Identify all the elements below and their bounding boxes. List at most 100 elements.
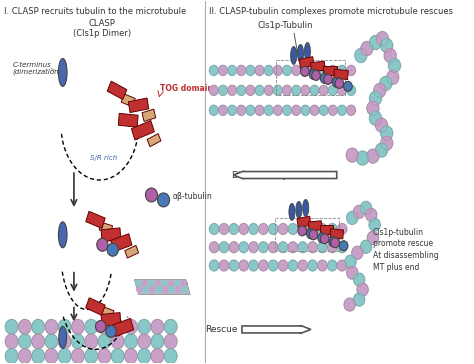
Circle shape (72, 334, 84, 349)
Circle shape (319, 85, 328, 95)
Circle shape (143, 286, 148, 293)
Ellipse shape (95, 320, 106, 332)
Ellipse shape (303, 199, 309, 216)
Circle shape (239, 242, 248, 253)
Ellipse shape (58, 59, 67, 86)
Ellipse shape (335, 78, 344, 88)
Circle shape (5, 334, 18, 349)
Circle shape (182, 286, 187, 293)
Polygon shape (125, 245, 138, 258)
Circle shape (273, 85, 282, 95)
Circle shape (328, 105, 337, 115)
Circle shape (125, 334, 137, 349)
Polygon shape (121, 94, 135, 107)
Circle shape (228, 85, 237, 95)
Circle shape (283, 105, 292, 115)
Circle shape (308, 260, 317, 271)
Circle shape (318, 260, 327, 271)
Circle shape (347, 105, 356, 115)
Circle shape (219, 260, 228, 271)
Circle shape (138, 349, 151, 363)
Circle shape (374, 83, 386, 97)
Polygon shape (299, 57, 314, 68)
FancyArrow shape (242, 325, 311, 333)
Circle shape (210, 66, 218, 75)
Circle shape (347, 66, 356, 75)
Polygon shape (134, 280, 190, 294)
Polygon shape (131, 120, 155, 140)
Circle shape (346, 211, 358, 224)
Circle shape (288, 242, 298, 253)
Ellipse shape (324, 74, 332, 84)
Circle shape (162, 281, 167, 286)
Circle shape (5, 320, 18, 334)
Text: Rescue: Rescue (205, 325, 237, 334)
Circle shape (328, 85, 337, 95)
Text: αβ-tubulin: αβ-tubulin (173, 193, 213, 201)
Circle shape (301, 85, 310, 95)
Circle shape (369, 218, 380, 231)
Ellipse shape (309, 230, 318, 240)
Circle shape (292, 66, 301, 75)
Ellipse shape (329, 237, 337, 247)
Ellipse shape (157, 193, 170, 207)
Circle shape (328, 66, 337, 75)
Circle shape (310, 105, 319, 115)
Circle shape (376, 32, 388, 46)
Circle shape (169, 286, 174, 293)
Circle shape (298, 260, 308, 271)
Circle shape (98, 334, 111, 349)
Circle shape (301, 66, 310, 75)
Ellipse shape (58, 222, 67, 248)
Circle shape (168, 281, 173, 286)
Ellipse shape (320, 74, 329, 83)
Circle shape (32, 320, 45, 334)
Circle shape (269, 242, 278, 253)
Circle shape (255, 66, 264, 75)
Circle shape (210, 223, 219, 234)
Circle shape (255, 105, 264, 115)
Circle shape (98, 320, 111, 334)
Circle shape (310, 66, 319, 75)
Circle shape (388, 59, 401, 72)
Circle shape (345, 255, 356, 268)
Circle shape (229, 242, 238, 253)
Circle shape (239, 260, 248, 271)
Circle shape (375, 118, 388, 132)
Circle shape (337, 223, 347, 234)
Circle shape (58, 349, 71, 363)
Circle shape (32, 334, 45, 349)
Circle shape (142, 281, 147, 286)
Circle shape (210, 242, 219, 253)
Circle shape (356, 151, 369, 165)
Circle shape (210, 105, 218, 115)
Circle shape (85, 320, 98, 334)
Circle shape (318, 223, 327, 234)
Circle shape (264, 85, 273, 95)
Ellipse shape (309, 70, 318, 79)
Circle shape (361, 41, 373, 55)
Polygon shape (330, 229, 344, 239)
Circle shape (72, 320, 84, 334)
Circle shape (381, 39, 393, 52)
Circle shape (150, 286, 155, 293)
Circle shape (259, 242, 268, 253)
Polygon shape (101, 307, 114, 318)
Circle shape (375, 143, 388, 157)
Text: CLASP
(Cls1p Dimer): CLASP (Cls1p Dimer) (73, 19, 131, 38)
Ellipse shape (304, 43, 310, 60)
Circle shape (337, 105, 346, 115)
Circle shape (229, 260, 238, 271)
Circle shape (249, 242, 258, 253)
Circle shape (229, 223, 238, 234)
Circle shape (249, 260, 258, 271)
Circle shape (181, 281, 186, 286)
Ellipse shape (107, 243, 118, 256)
Circle shape (151, 320, 164, 334)
Circle shape (163, 286, 168, 293)
Circle shape (164, 320, 177, 334)
Ellipse shape (331, 238, 339, 248)
Text: I. CLASP recruits tubulin to the microtubule: I. CLASP recruits tubulin to the microtu… (4, 7, 186, 16)
Circle shape (210, 85, 218, 95)
Text: Disassembly: Disassembly (232, 170, 289, 179)
